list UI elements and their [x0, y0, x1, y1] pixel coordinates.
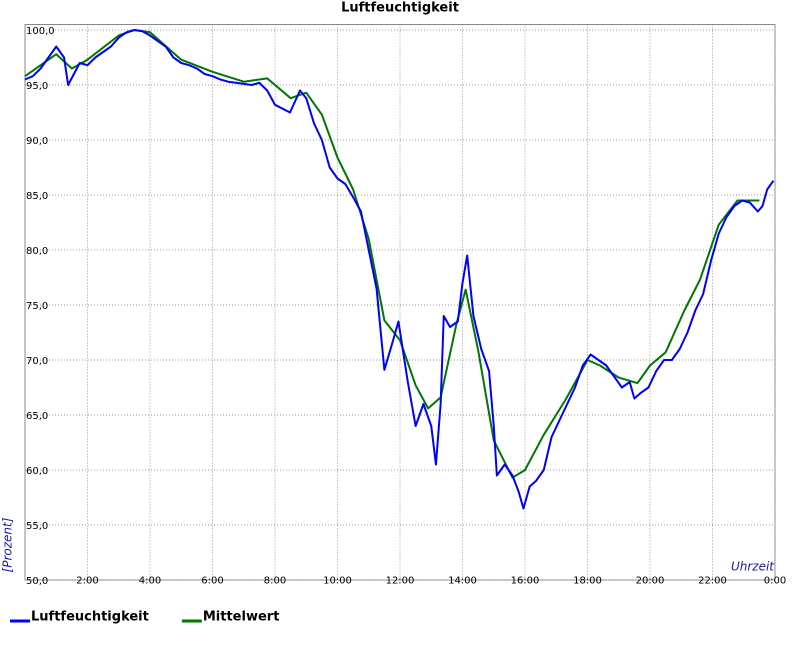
x-tick-label: 4:00: [139, 576, 161, 587]
data-line: [24, 29, 760, 479]
y-tick-label: 85,0: [26, 191, 48, 202]
y-tick-label: 65,0: [26, 411, 48, 422]
y-tick-label: 95,0: [26, 81, 48, 92]
y-tick-label: 75,0: [26, 301, 48, 312]
y-axis-label: [Prozent]: [1, 517, 15, 572]
y-tick-label: 100,0: [26, 26, 55, 37]
data-line: [24, 29, 775, 510]
legend-label: Luftfeuchtigkeit: [31, 610, 149, 625]
y-tick-label: 80,0: [26, 246, 48, 257]
x-axis-label: Uhrzeit: [731, 560, 775, 574]
x-tick-label: 16:00: [511, 576, 540, 587]
x-tick-label: 18:00: [573, 576, 602, 587]
x-tick-label: 6:00: [201, 576, 223, 587]
x-tick-label: 0:00: [764, 576, 786, 587]
y-tick-label: 50,0: [26, 576, 48, 587]
y-tick-label: 60,0: [26, 466, 48, 477]
y-tick-label: 70,0: [26, 356, 48, 367]
x-tick-label: 10:00: [323, 576, 352, 587]
chart-title: Luftfeuchtigkeit: [341, 1, 459, 16]
plot-area: [24, 24, 776, 581]
legend-label: Mittelwert: [203, 610, 280, 625]
x-tick-label: 22:00: [698, 576, 727, 587]
x-tick-label: 8:00: [264, 576, 286, 587]
y-tick-label: 90,0: [26, 136, 48, 147]
x-tick-label: 20:00: [636, 576, 665, 587]
x-tick-label: 14:00: [448, 576, 477, 587]
y-tick-label: 55,0: [26, 521, 48, 532]
x-tick-label: 2:00: [76, 576, 98, 587]
x-tick-label: 12:00: [386, 576, 415, 587]
